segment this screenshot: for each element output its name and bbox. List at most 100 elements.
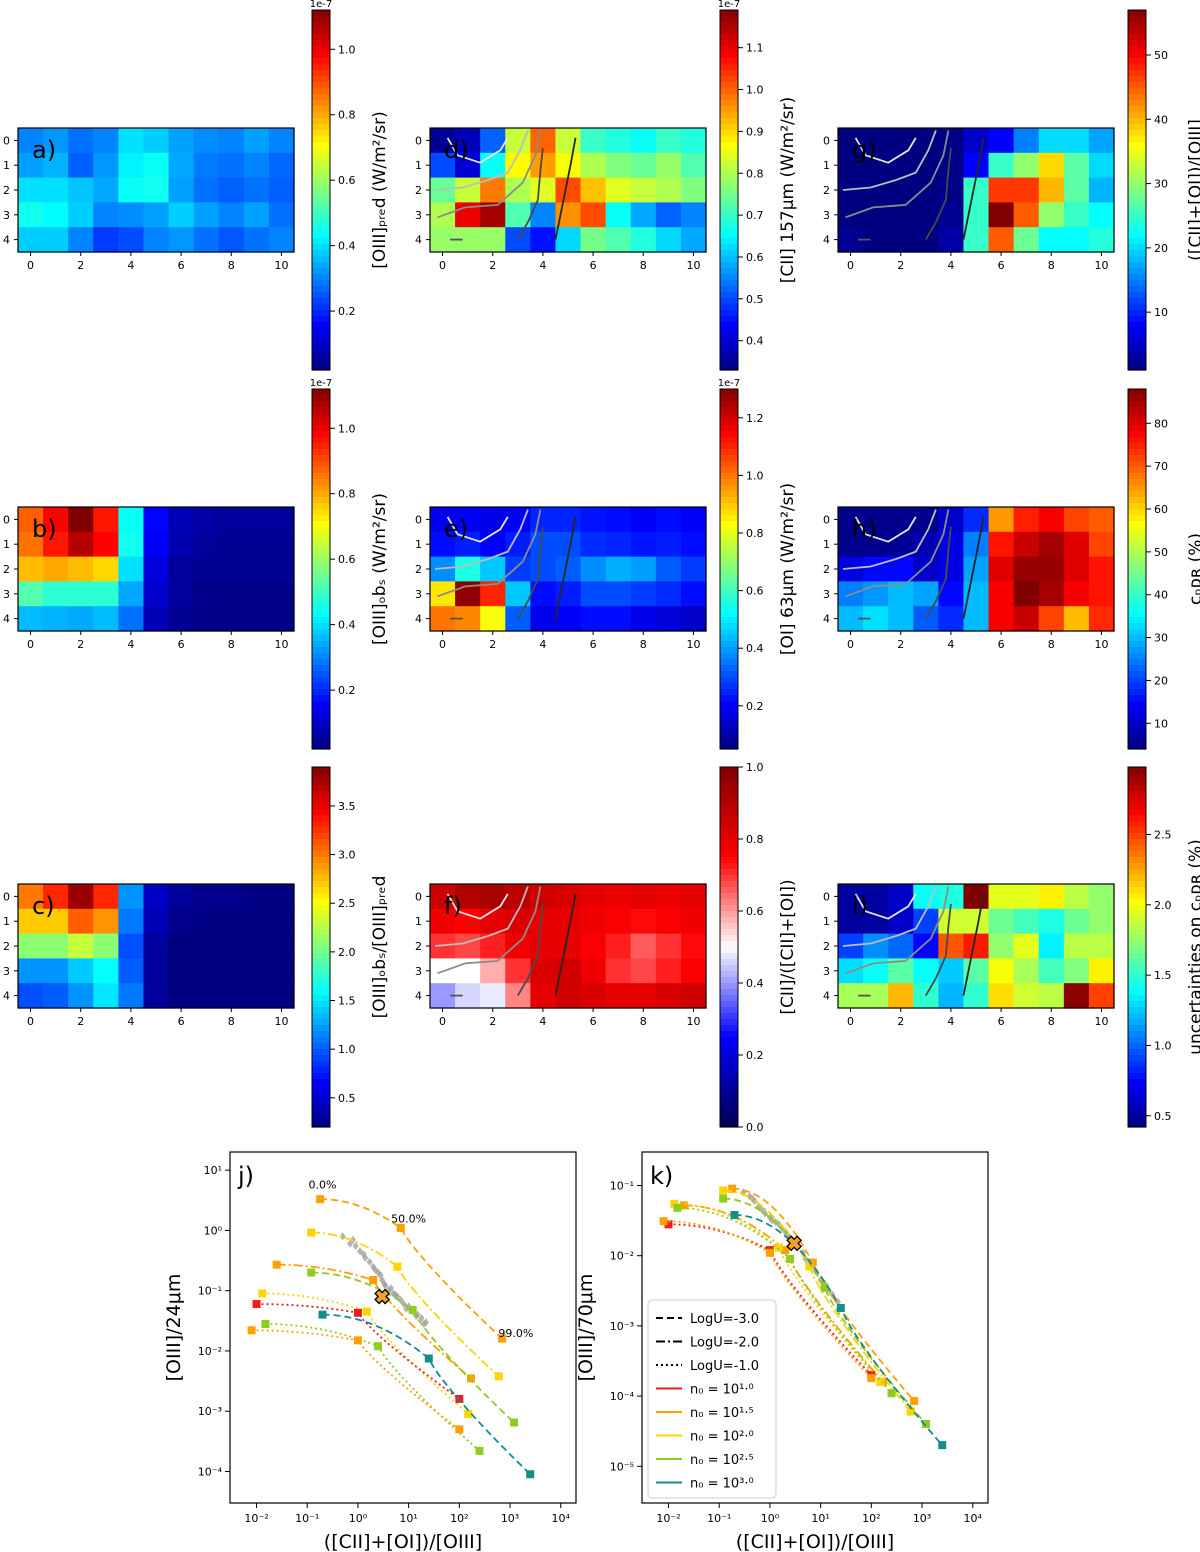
colorbar-tick-label: 70 xyxy=(1154,460,1168,473)
y-tick-label: 4 xyxy=(3,990,10,1003)
colorbar-segment xyxy=(1128,1097,1146,1104)
heatmap-cell xyxy=(480,227,506,253)
colorbar-segment xyxy=(1128,575,1146,582)
heatmap-cell xyxy=(988,908,1015,935)
x-tick-label: 6 xyxy=(998,259,1005,272)
heatmap-cell xyxy=(1088,531,1115,558)
colorbar-tick-label: 0.8 xyxy=(338,488,356,501)
colorbar-segment xyxy=(312,1001,330,1008)
x-tick-label: 10 xyxy=(686,638,700,651)
colorbar-segment xyxy=(312,683,330,690)
contour-line xyxy=(446,516,509,543)
x-tick-label: 10 xyxy=(1094,259,1108,272)
colorbar-tick-label: 30 xyxy=(1154,632,1168,645)
heatmap-panel-b: 0 2 4 6 8 10 0 1 2 3 4 b) xyxy=(3,506,295,651)
x-tick-label: 10¹ xyxy=(399,1512,417,1525)
y-tick-label: 3 xyxy=(823,965,830,978)
colorbar-segment xyxy=(720,1067,738,1074)
heatmap-cell xyxy=(605,933,632,959)
colorbar-segment xyxy=(720,232,738,239)
colorbar-segment xyxy=(312,22,330,29)
heatmap-cell xyxy=(988,606,1015,632)
heatmap-cell xyxy=(43,606,69,632)
panel-label: a) xyxy=(32,136,56,164)
colorbar-segment xyxy=(312,1103,330,1110)
colorbar-segment xyxy=(312,929,330,936)
colorbar-segment xyxy=(720,16,738,23)
heatmap-cell xyxy=(218,507,245,533)
contour-line xyxy=(554,137,577,240)
colorbar-segment xyxy=(312,587,330,594)
colorbar-segment xyxy=(312,1025,330,1032)
y-tick-label: 3 xyxy=(415,588,422,601)
model-series xyxy=(670,1199,885,1386)
heatmap-cell xyxy=(68,152,94,179)
heatmap-cell xyxy=(168,556,195,582)
heatmap-cell xyxy=(118,227,145,253)
heatmap-cell xyxy=(193,202,220,228)
colorbar-segment xyxy=(312,28,330,35)
heatmap-cell xyxy=(580,983,607,1009)
y-tick-label: 3 xyxy=(823,209,830,222)
colorbar-segment xyxy=(1128,893,1146,900)
colorbar-segment xyxy=(312,1061,330,1068)
colorbar-tick-label: 0.4 xyxy=(338,240,356,253)
heatmap-cell xyxy=(605,556,632,582)
colorbar-segment xyxy=(1128,977,1146,984)
heatmap-cell xyxy=(988,152,1015,179)
model-marker xyxy=(820,1283,829,1292)
heatmap-cell xyxy=(193,227,220,253)
heatmap-cell xyxy=(168,884,195,910)
y-tick-label: 10¹ xyxy=(204,1164,222,1177)
x-tick-label: 10 xyxy=(686,1015,700,1028)
colorbar-segment xyxy=(720,346,738,353)
heatmap-cell xyxy=(143,606,170,632)
heatmap-cell xyxy=(988,933,1015,959)
heatmap-cell xyxy=(863,177,889,203)
heatmap-cell xyxy=(680,202,707,228)
heatmap-cell xyxy=(1063,507,1090,533)
colorbar-segment xyxy=(1128,214,1146,221)
colorbar-segment xyxy=(720,635,738,642)
colorbar-segment xyxy=(1128,635,1146,642)
heatmap-cell xyxy=(93,531,119,558)
heatmap-cell xyxy=(888,606,914,632)
colorbar-segment xyxy=(720,10,738,17)
colorbar-segment xyxy=(1128,737,1146,744)
heatmap-cell xyxy=(1013,958,1040,984)
colorbar-segment xyxy=(720,130,738,137)
observed-point xyxy=(769,1216,776,1225)
colorbar-tick-label: 0.6 xyxy=(338,174,356,187)
heatmap-cell xyxy=(863,933,889,959)
heatmap-cell xyxy=(243,908,270,935)
heatmap-cell xyxy=(243,933,270,959)
colorbar-segment xyxy=(1128,304,1146,311)
model-line xyxy=(311,1271,515,1424)
model-marker xyxy=(353,1336,362,1345)
colorbar-segment xyxy=(312,184,330,191)
colorbar-segment xyxy=(720,1097,738,1104)
colorbar-segment xyxy=(312,413,330,420)
colorbar-segment xyxy=(1128,1115,1146,1122)
heatmap-cell xyxy=(1013,884,1040,910)
heatmap-cell xyxy=(243,128,270,154)
model-marker xyxy=(910,1397,919,1406)
colorbar-segment xyxy=(720,52,738,59)
heatmap-cell xyxy=(630,606,657,632)
colorbar-segment xyxy=(720,965,738,972)
heatmap-cell xyxy=(43,581,69,607)
colorbar-segment xyxy=(720,1103,738,1110)
colorbar-tick-label: 0.5 xyxy=(338,1092,356,1105)
colorbar-segment xyxy=(1128,364,1146,371)
colorbar-segment xyxy=(312,539,330,546)
colorbar-segment xyxy=(720,310,738,317)
model-marker xyxy=(730,1210,739,1219)
colorbar-segment xyxy=(312,623,330,630)
colorbar-segment xyxy=(1128,1007,1146,1014)
heatmap-cell xyxy=(68,884,94,910)
heatmap-cell xyxy=(1063,227,1090,253)
model-marker xyxy=(673,1203,682,1212)
colorbar-segment xyxy=(312,941,330,948)
heatmap-cell xyxy=(1013,152,1040,179)
